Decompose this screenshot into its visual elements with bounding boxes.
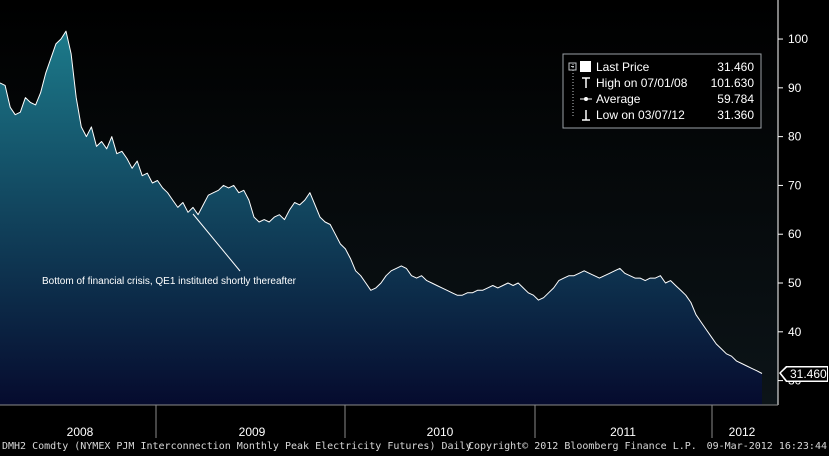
y-tick-label: 40 <box>788 325 802 339</box>
legend-label: Last Price <box>596 60 650 74</box>
x-year-label: 2008 <box>67 425 94 438</box>
y-tick-label: 70 <box>788 178 802 192</box>
y-axis-ticks: 30405060708090100 <box>778 32 808 388</box>
annotation-text: Bottom of financial crisis, QE1 institut… <box>42 276 297 287</box>
legend: Last Price 31.460 High on 07/01/08 101.6… <box>562 53 762 129</box>
low-marker-icon <box>582 110 590 121</box>
legend-box <box>562 53 762 129</box>
high-marker-icon <box>582 77 590 88</box>
legend-entry-last-price: Last Price 31.460 <box>580 60 754 74</box>
annotation-pointer <box>192 213 241 272</box>
y-tick-label: 60 <box>788 227 802 241</box>
price-area-fill <box>0 31 762 405</box>
x-year-label: 2011 <box>610 425 636 438</box>
last-price-flag-label: 31.460 <box>790 367 827 381</box>
legend-label: High on 07/01/08 <box>596 76 688 90</box>
x-axis-years: 2008 2009 2010 2011 2012 <box>67 405 756 438</box>
legend-value: 59.784 <box>717 92 754 106</box>
timestamp: 09-Mar-2012 16:23:44 <box>706 441 827 452</box>
legend-collapse-icon[interactable] <box>568 62 577 71</box>
legend-value: 101.630 <box>711 76 755 90</box>
footer-bar: DMH2 Comdty (NYMEX PJM Interconnection M… <box>0 438 829 456</box>
security-description: DMH2 Comdty (NYMEX PJM Interconnection M… <box>2 441 472 452</box>
annotation: Bottom of financial crisis, QE1 institut… <box>42 213 297 287</box>
y-tick-label: 50 <box>788 276 802 290</box>
legend-value: 31.360 <box>717 108 754 122</box>
last-price-flag: 31.460 <box>779 366 828 382</box>
y-tick-label: 80 <box>788 130 802 144</box>
x-year-label: 2010 <box>427 425 454 438</box>
x-axis-band <box>0 405 778 438</box>
legend-entry-high: High on 07/01/08 101.630 <box>582 76 754 90</box>
legend-label: Low on 03/07/12 <box>596 108 685 122</box>
legend-entry-low: Low on 03/07/12 31.360 <box>582 108 754 122</box>
series-layer <box>0 30 763 405</box>
legend-label: Average <box>596 92 641 106</box>
y-tick-label: 90 <box>788 81 802 95</box>
square-marker-icon <box>580 61 591 72</box>
price-chart: 30405060708090100 31.460 Bottom of finan… <box>0 0 828 438</box>
copyright-text: Copyright© 2012 Bloomberg Finance L.P. <box>468 441 697 452</box>
average-marker-icon <box>580 97 592 101</box>
x-year-label: 2012 <box>729 425 756 438</box>
x-year-label: 2009 <box>239 425 266 438</box>
legend-entry-average: Average 59.784 <box>580 92 754 106</box>
legend-value: 31.460 <box>717 60 754 74</box>
price-line <box>0 30 763 374</box>
y-tick-label: 100 <box>788 32 808 46</box>
